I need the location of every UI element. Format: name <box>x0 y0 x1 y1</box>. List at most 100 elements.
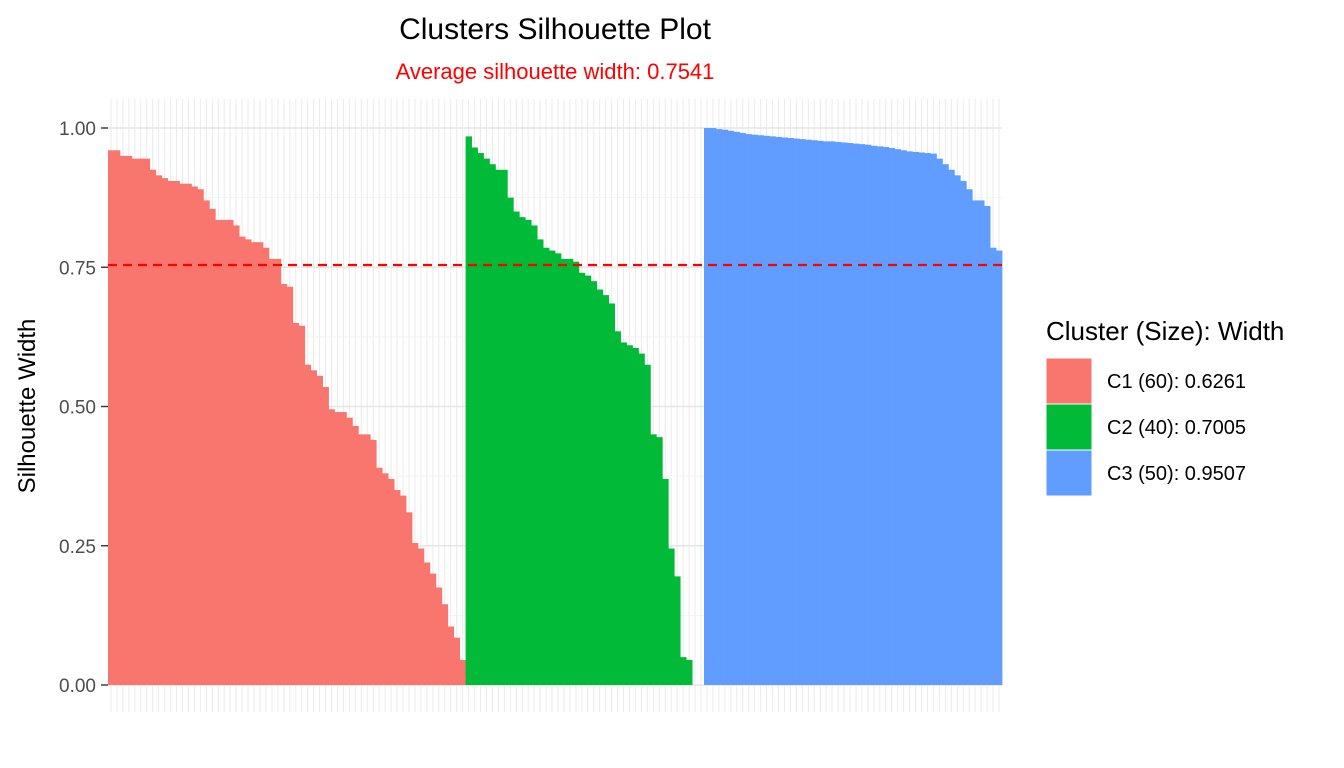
silhouette-bar-c1 <box>280 283 288 685</box>
silhouette-bar-c2 <box>590 281 598 685</box>
silhouette-bar-c2 <box>614 331 621 685</box>
y-tick-label: 0.00 <box>59 676 96 697</box>
silhouette-bar-c2 <box>680 657 687 685</box>
silhouette-bar-c2 <box>560 258 568 685</box>
silhouette-bar-c3 <box>835 141 842 686</box>
legend-key-1 <box>1045 357 1093 405</box>
legend-title: Cluster (Size): Width <box>1046 316 1284 346</box>
silhouette-bar-c1 <box>233 225 240 685</box>
silhouette-bar-c2 <box>519 217 526 685</box>
silhouette-bar-c1 <box>227 219 234 685</box>
silhouette-bar-c1 <box>346 417 353 685</box>
y-tick-label: 0.75 <box>59 258 96 279</box>
silhouette-bar-c2 <box>656 437 663 685</box>
silhouette-bar-c1 <box>245 239 252 685</box>
silhouette-bar-c1 <box>358 434 365 685</box>
silhouette-bar-c3 <box>829 141 836 686</box>
silhouette-bar-c1 <box>298 325 306 685</box>
silhouette-bar-c1 <box>125 155 133 686</box>
silhouette-bar-c1 <box>251 242 258 685</box>
silhouette-bar-c2 <box>483 158 490 685</box>
silhouette-bar-c2 <box>644 364 651 685</box>
silhouette-bar-c2 <box>602 295 610 685</box>
silhouette-bar-c1 <box>334 412 341 685</box>
silhouette-bar-c2 <box>572 261 580 685</box>
silhouette-bar-c1 <box>215 219 222 685</box>
y-tick-label: 1.00 <box>59 119 96 140</box>
silhouette-bar-c1 <box>417 548 425 685</box>
silhouette-bar-c3 <box>769 136 776 686</box>
legend-entries: C1 (60): 0.6261 C2 (40): 0.7005 C3 (50): 0… <box>1045 357 1246 497</box>
silhouette-bar-c2 <box>632 348 639 685</box>
silhouette-bar-c3 <box>704 128 711 685</box>
silhouette-bar-c2 <box>584 275 592 685</box>
silhouette-bar-c2 <box>620 342 627 685</box>
silhouette-bar-c1 <box>119 155 127 686</box>
silhouette-bar-c3 <box>918 152 925 685</box>
silhouette-bar-c3 <box>924 153 931 685</box>
silhouette-bar-c1 <box>197 189 204 685</box>
silhouette-bar-c2 <box>555 253 562 685</box>
silhouette-bar-c2 <box>495 169 502 685</box>
silhouette-bar-c1 <box>137 158 145 685</box>
silhouette-bar-c3 <box>882 146 890 686</box>
silhouette-bar-c2 <box>650 434 657 685</box>
silhouette-bar-c1 <box>268 258 276 685</box>
silhouette-bar-c2 <box>471 147 478 685</box>
silhouette-bar-c3 <box>978 200 985 685</box>
y-tick-label: 0.50 <box>59 398 96 419</box>
silhouette-bar-c3 <box>972 200 979 685</box>
silhouette-bar-c2 <box>578 272 586 685</box>
silhouette-bar-c3 <box>847 143 854 685</box>
chart-subtitle: Average silhouette width: 0.7541 <box>396 59 715 84</box>
silhouette-bar-c1 <box>423 562 431 685</box>
silhouette-bar-c3 <box>930 153 937 685</box>
silhouette-bar-c2 <box>596 289 604 685</box>
silhouette-bar-c2 <box>501 169 508 685</box>
silhouette-bar-c2 <box>686 659 693 685</box>
silhouette-bar-c3 <box>805 139 812 685</box>
silhouette-bar-c1 <box>352 425 359 685</box>
silhouette-bar-c3 <box>894 149 902 685</box>
silhouette-bar-c1 <box>388 478 395 685</box>
silhouette-bar-c1 <box>382 473 389 685</box>
silhouette-bar-c3 <box>870 145 878 686</box>
silhouette-bar-c1 <box>108 150 115 685</box>
silhouette-bar-c2 <box>674 576 681 685</box>
silhouette-bar-c3 <box>823 141 830 686</box>
silhouette-bar-c3 <box>984 205 991 686</box>
silhouette-bar-c1 <box>429 573 437 685</box>
silhouette-bar-c1 <box>316 375 323 685</box>
silhouette-bar-c3 <box>942 164 949 685</box>
silhouette-bar-c3 <box>966 189 973 685</box>
silhouette-bar-c3 <box>799 139 806 685</box>
silhouette-bar-c3 <box>709 128 717 685</box>
silhouette-bar-c1 <box>203 200 210 685</box>
silhouette-bar-c1 <box>131 158 139 685</box>
silhouette-bar-c1 <box>262 247 270 685</box>
silhouette-bar-c3 <box>787 138 794 685</box>
silhouette-bar-c3 <box>912 151 919 686</box>
y-axis-label: Silhouette Width <box>14 319 41 494</box>
silhouette-bar-c3 <box>841 142 848 685</box>
silhouette-bar-c3 <box>817 140 824 685</box>
silhouette-bar-c2 <box>608 303 615 685</box>
silhouette-bar-c2 <box>465 136 472 686</box>
silhouette-bar-c3 <box>858 144 866 685</box>
silhouette-bar-c1 <box>435 587 443 685</box>
silhouette-bar-c1 <box>167 180 174 686</box>
silhouette-bar-c3 <box>853 143 860 685</box>
silhouette-bar-c3 <box>936 158 943 685</box>
silhouette-bar-c1 <box>155 175 163 685</box>
silhouette-bar-c1 <box>459 659 466 685</box>
silhouette-bar-c3 <box>781 137 788 685</box>
legend-key-2 <box>1045 403 1093 451</box>
silhouette-bar-c3 <box>948 169 955 685</box>
silhouette-bar-c1 <box>221 219 228 685</box>
silhouette-bar-c1 <box>113 150 121 685</box>
silhouette-bar-c3 <box>906 151 913 686</box>
silhouette-bar-c3 <box>996 250 1003 686</box>
silhouette-bar-c1 <box>257 242 264 685</box>
silhouette-bar-c1 <box>143 158 151 685</box>
